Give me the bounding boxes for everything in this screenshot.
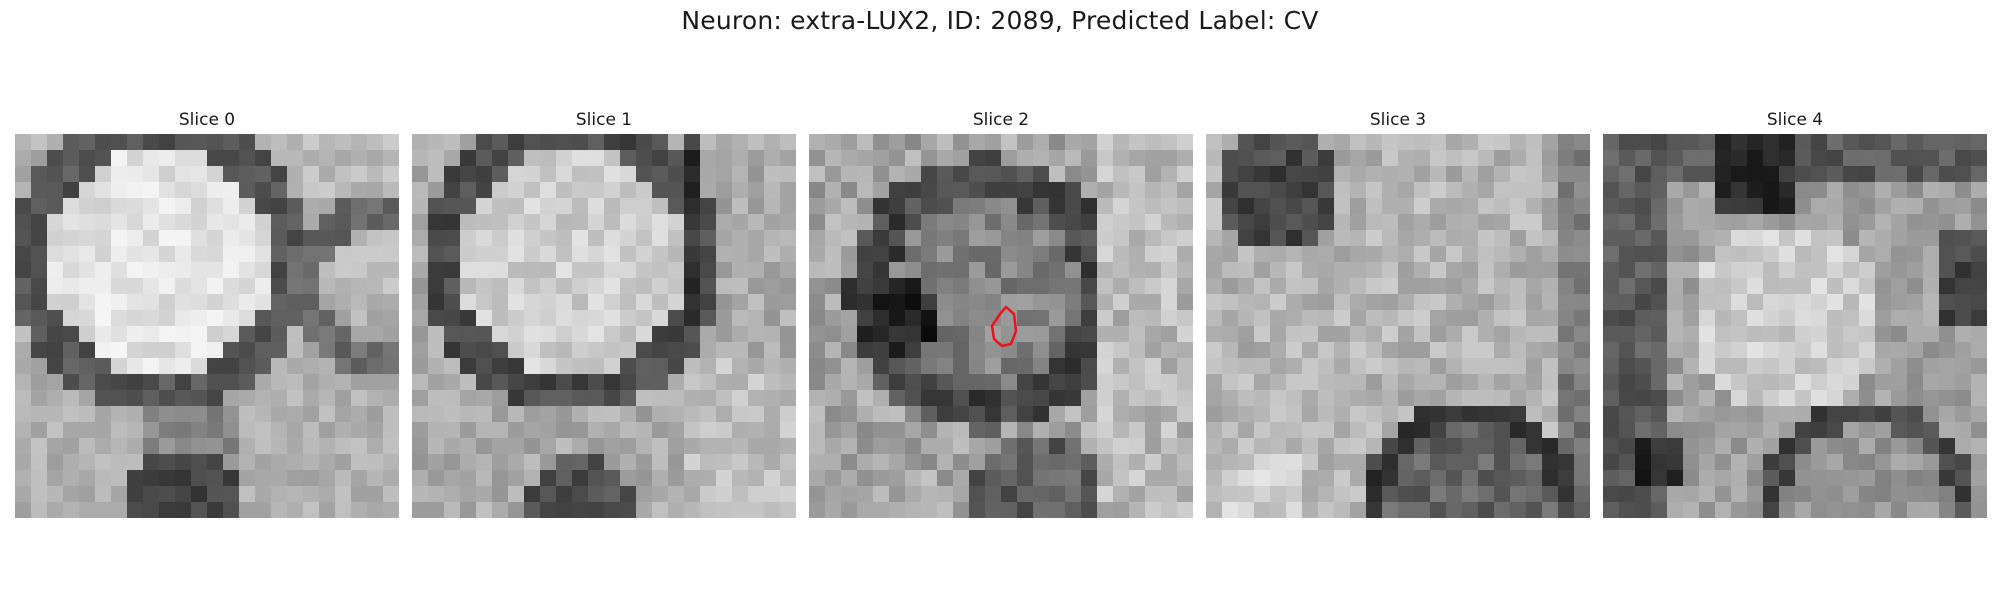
slice-image-2	[809, 134, 1193, 518]
slice-image-1	[412, 134, 796, 518]
slice-title-2: Slice 2	[972, 110, 1030, 130]
figure-title: Neuron: extra-LUX2, ID: 2089, Predicted …	[681, 6, 1319, 35]
slice-title-0: Slice 0	[178, 110, 236, 130]
slice-title-4: Slice 4	[1766, 110, 1824, 130]
slice-image-0	[15, 134, 399, 518]
slice-title-3: Slice 3	[1369, 110, 1427, 130]
slice-image-4	[1603, 134, 1987, 518]
slice-title-1: Slice 1	[575, 110, 633, 130]
slice-image-3	[1206, 134, 1590, 518]
